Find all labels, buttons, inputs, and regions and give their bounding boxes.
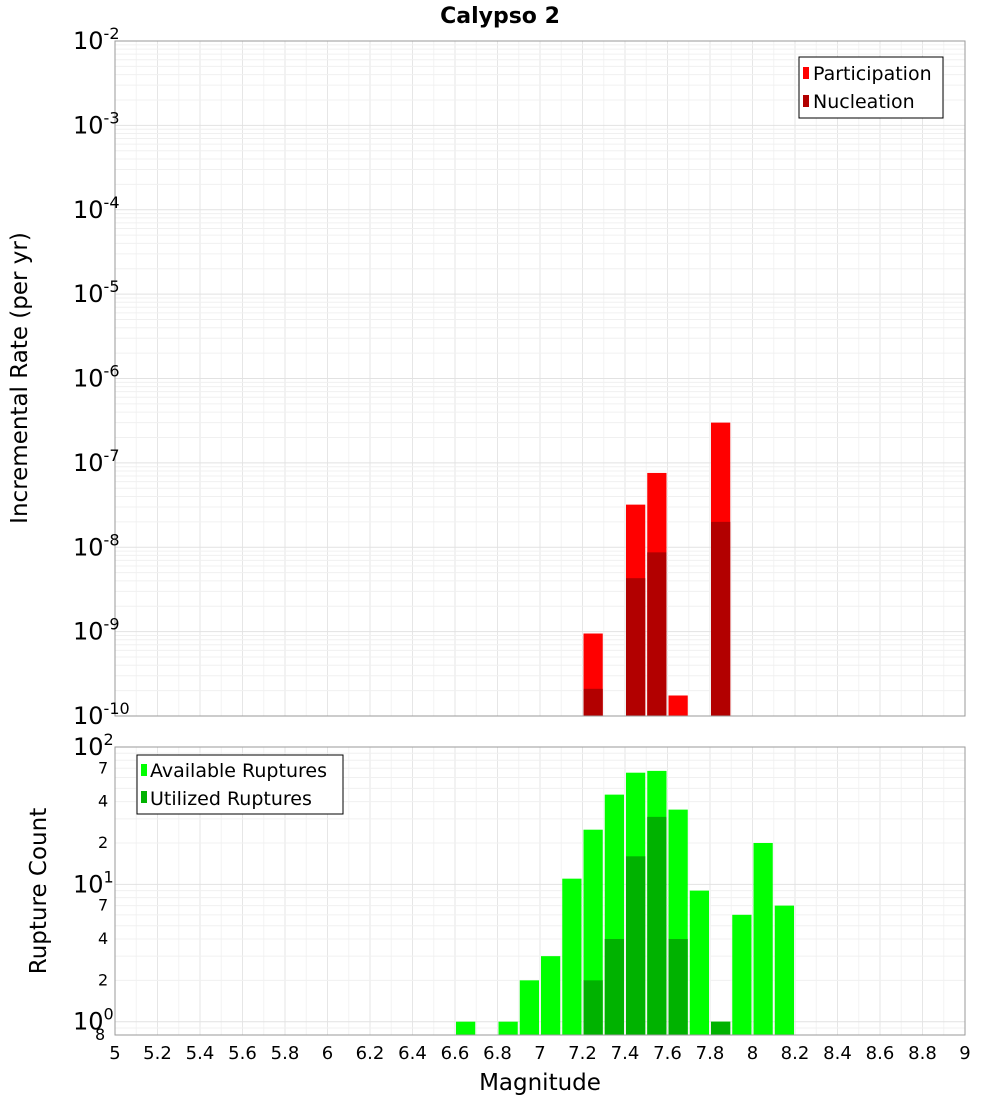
- legend-swatch-available: [141, 764, 147, 776]
- legend-swatch-participation: [803, 67, 809, 79]
- bottom-bar-utilized-ruptures: [626, 856, 646, 1035]
- x-tick-label: 7.2: [568, 1043, 597, 1064]
- bottom-legend: Available Ruptures Utilized Ruptures: [136, 754, 344, 815]
- bottom-bar-available-ruptures: [732, 914, 752, 1035]
- x-tick-labels: 5 5.2 5.4 5.6 5.8 6 6.2 6.4 6.6 6.8 7 7.2 7.4 7.6 7.8 8…: [109, 1043, 970, 1064]
- bottom-bar-utilized-ruptures: [668, 939, 688, 1035]
- bottom-bar-available-ruptures: [689, 890, 709, 1035]
- bottom-y-tick-minor: 4: [98, 792, 108, 811]
- bottom-bar-utilized-ruptures: [711, 1021, 731, 1035]
- bottom-y-tick-minor: 2: [98, 970, 108, 989]
- x-tick-label: 5.4: [186, 1043, 215, 1064]
- bottom-y-tick-major: 101: [73, 867, 114, 898]
- legend-swatch-nucleation: [803, 95, 809, 107]
- bottom-panel-frame: [114, 746, 966, 1036]
- x-tick-label: 6.8: [483, 1043, 512, 1064]
- bottom-bar-utilized-ruptures: [647, 816, 667, 1035]
- legend-swatch-utilized: [141, 791, 147, 803]
- x-tick-label: 6.6: [441, 1043, 470, 1064]
- top-y-tick-label: 10-7: [73, 446, 120, 477]
- bottom-bar-available-ruptures: [541, 956, 561, 1035]
- top-y-axis-label: Incremental Rate (per yr): [7, 232, 33, 524]
- top-y-tick-label: 10-5: [73, 277, 120, 308]
- x-tick-label: 5: [109, 1043, 120, 1064]
- top-y-tick-label: 10-2: [73, 24, 120, 55]
- legend-label-nucleation: Nucleation: [813, 91, 915, 113]
- x-tick-label: 6.2: [356, 1043, 385, 1064]
- top-y-tick-label: 10-10: [73, 699, 130, 730]
- top-bar-participation: [668, 695, 688, 716]
- top-bar-nucleation: [647, 552, 667, 716]
- legend-label-utilized: Utilized Ruptures: [150, 788, 312, 810]
- x-tick-label: 8.6: [866, 1043, 895, 1064]
- bottom-y-tick-major: 100: [73, 1005, 114, 1036]
- x-tick-label: 6: [322, 1043, 333, 1064]
- chart-title: Calypso 2: [440, 4, 560, 29]
- bottom-bar-utilized-ruptures: [604, 939, 624, 1035]
- top-legend: Participation Nucleation: [798, 56, 944, 119]
- bottom-y-axis-label: Rupture Count: [26, 808, 52, 974]
- top-bar-nucleation: [711, 521, 731, 716]
- top-y-tick-label: 10-3: [73, 108, 120, 139]
- bottom-y-tick-labels: 100 101 102 8 2 4 7 2 4 7: [73, 730, 114, 1044]
- top-legend-box: [798, 56, 944, 119]
- x-tick-label: 7.6: [653, 1043, 682, 1064]
- top-panel-grid: [114, 40, 966, 717]
- x-tick-label: 7: [534, 1043, 545, 1064]
- x-axis-label: Magnitude: [479, 1070, 601, 1096]
- bottom-panel-bars: [456, 770, 794, 1035]
- bottom-legend-box: [136, 754, 344, 815]
- legend-label-participation: Participation: [813, 63, 932, 85]
- bottom-y-tick-minor: 4: [98, 929, 108, 948]
- bottom-bar-available-ruptures: [456, 1021, 476, 1035]
- x-tick-label: 5.8: [271, 1043, 300, 1064]
- legend-label-available: Available Ruptures: [150, 760, 327, 782]
- bottom-bar-utilized-ruptures: [583, 980, 603, 1035]
- bottom-bar-available-ruptures: [562, 878, 582, 1035]
- top-y-tick-label: 10-4: [73, 193, 120, 224]
- bottom-y-tick-minor: 2: [98, 833, 108, 852]
- bottom-y-tick-major: 102: [73, 730, 114, 761]
- bottom-bar-available-ruptures: [753, 843, 773, 1035]
- x-tick-label: 8.8: [908, 1043, 937, 1064]
- x-tick-label: 7.8: [696, 1043, 725, 1064]
- bottom-y-tick-minor: 8: [95, 1025, 105, 1044]
- x-tick-label: 6.4: [398, 1043, 427, 1064]
- bottom-bar-available-ruptures: [498, 1021, 518, 1035]
- top-y-tick-label: 10-8: [73, 530, 120, 561]
- x-tick-label: 5.2: [143, 1043, 172, 1064]
- x-tick-label: 8.2: [781, 1043, 810, 1064]
- top-bar-nucleation: [626, 578, 646, 716]
- x-tick-label: 9: [959, 1043, 970, 1064]
- top-y-tick-label: 10-9: [73, 615, 120, 646]
- top-y-tick-labels: 10-10 10-9 10-8 10-7 10-6 10-5 10-4 10-3 10-2: [73, 24, 130, 730]
- bottom-bar-available-ruptures: [519, 980, 539, 1035]
- bottom-bar-available-ruptures: [774, 905, 794, 1035]
- x-tick-label: 5.6: [228, 1043, 257, 1064]
- top-y-tick-label: 10-6: [73, 362, 120, 393]
- x-tick-label: 7.4: [611, 1043, 640, 1064]
- x-tick-label: 8.4: [823, 1043, 852, 1064]
- top-panel-frame: [114, 40, 966, 717]
- top-bar-nucleation: [583, 688, 603, 716]
- bottom-y-tick-minor: 7: [98, 758, 108, 777]
- bottom-y-tick-minor: 7: [98, 896, 108, 915]
- x-tick-label: 8: [747, 1043, 758, 1064]
- top-panel-bars: [583, 422, 731, 716]
